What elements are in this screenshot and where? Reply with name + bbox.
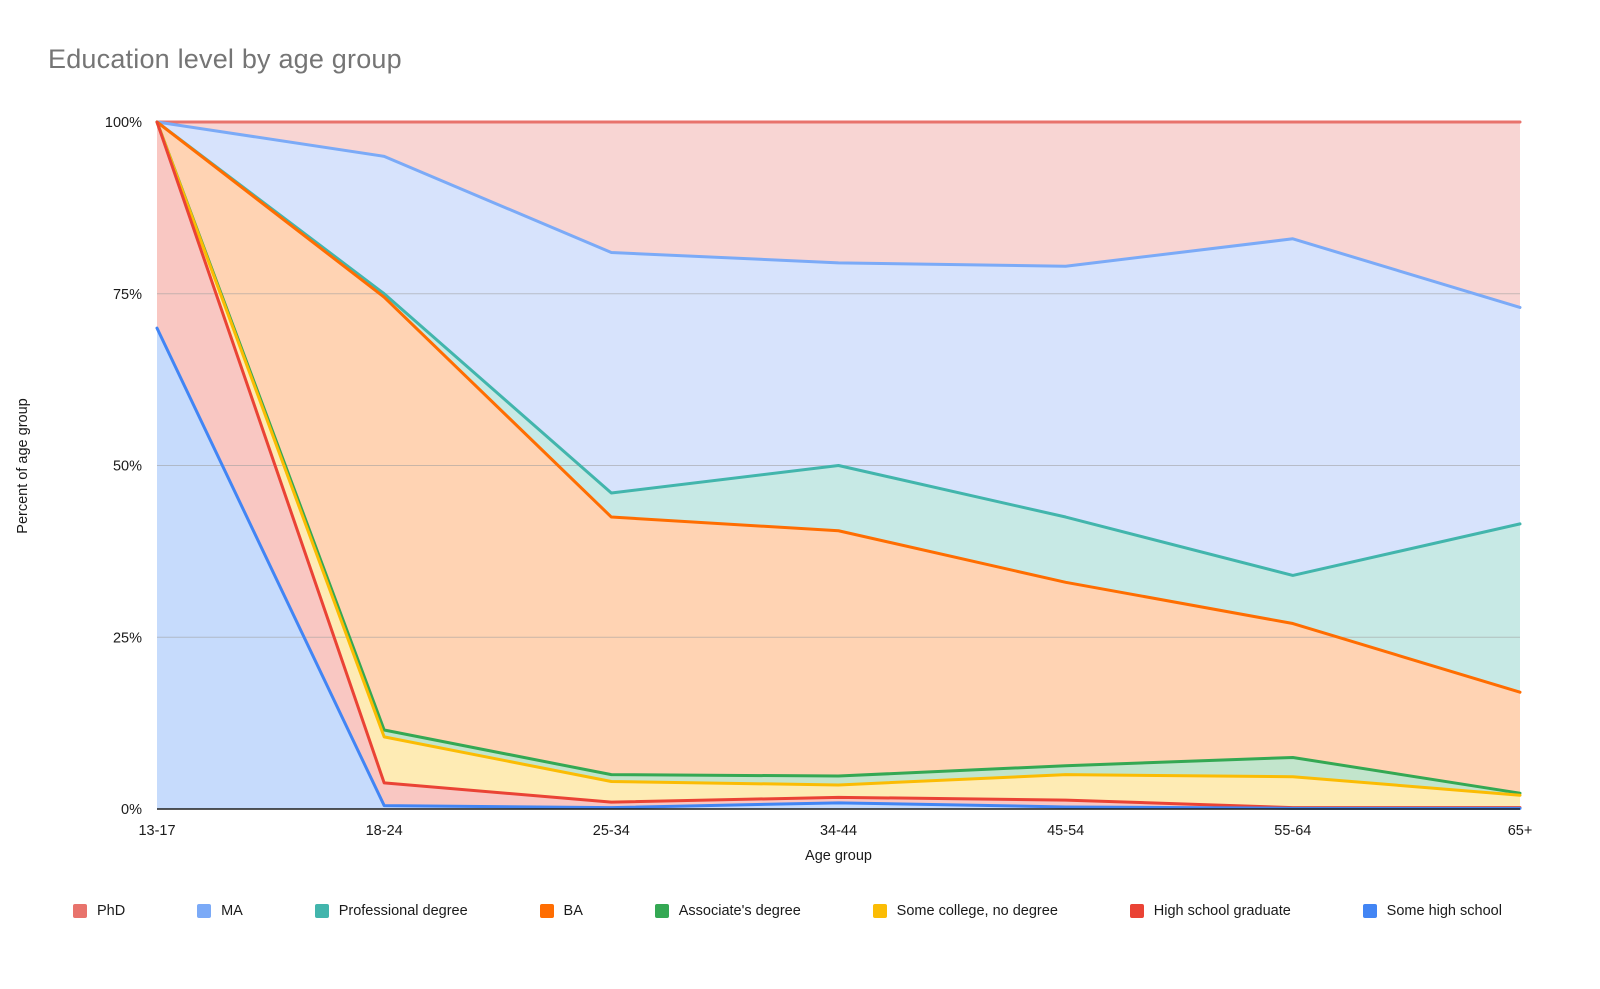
x-tick-label: 13-17 <box>138 823 175 839</box>
legend-swatch-icon <box>654 904 669 918</box>
legend-label: MA <box>221 903 243 919</box>
legend-item-some-high-school[interactable]: Some high school <box>1362 903 1502 919</box>
line-some-college-no-degree <box>155 120 1522 797</box>
legend-swatch-icon <box>1362 904 1377 918</box>
chart-title: Education level by age group <box>48 44 402 74</box>
x-tick-label: 25-34 <box>593 823 630 839</box>
legend-swatch-icon <box>73 904 87 918</box>
legend-swatch-icon <box>1129 904 1144 918</box>
x-tick-label: 34-44 <box>820 823 857 839</box>
legend-swatch-icon <box>314 904 329 918</box>
line-ba <box>155 120 1522 694</box>
line-professional-degree <box>155 120 1522 577</box>
legend-label: Associate's degree <box>678 903 801 919</box>
legend-label: Some high school <box>1386 903 1502 919</box>
legend-label: Professional degree <box>338 903 468 919</box>
legend-item-ma[interactable]: MA <box>197 903 243 919</box>
area-some-high-school <box>157 328 1520 809</box>
legend-label: High school graduate <box>1153 903 1291 919</box>
x-tick-label: 18-24 <box>366 823 403 839</box>
y-tick-label: 0% <box>121 802 142 818</box>
legend-item-professional-degree[interactable]: Professional degree <box>314 903 468 919</box>
legend-item-high-school-graduate[interactable]: High school graduate <box>1129 903 1291 919</box>
y-tick-label: 50% <box>113 459 142 475</box>
legend-item-ba[interactable]: BA <box>539 903 583 919</box>
legend-item-phd[interactable]: PhD <box>73 903 125 919</box>
legend-item-some-college-no-degree[interactable]: Some college, no degree <box>872 903 1058 919</box>
legend-label: Some college, no degree <box>896 903 1058 919</box>
x-tick-label: 45-54 <box>1047 823 1084 839</box>
y-tick-label: 75% <box>113 287 142 303</box>
x-tick-label: 65+ <box>1508 823 1533 839</box>
y-tick-label: 100% <box>105 115 142 131</box>
x-tick-label: 55-64 <box>1274 823 1311 839</box>
legend-swatch-icon <box>872 904 887 918</box>
legend: PhD MA Professional degree BA Associate's de… <box>73 896 1502 926</box>
y-axis-title: Percent of age group <box>15 398 31 534</box>
legend-label: BA <box>563 903 583 919</box>
legend-swatch-icon <box>539 904 554 918</box>
x-axis-title: Age group <box>805 848 872 864</box>
legend-label: PhD <box>97 903 126 919</box>
line-associate-s-degree <box>155 120 1522 795</box>
legend-item-associate-s-degree[interactable]: Associate's degree <box>654 903 801 919</box>
legend-swatch-icon <box>197 904 212 918</box>
line-ma <box>155 120 1522 309</box>
y-tick-label: 25% <box>113 630 142 646</box>
